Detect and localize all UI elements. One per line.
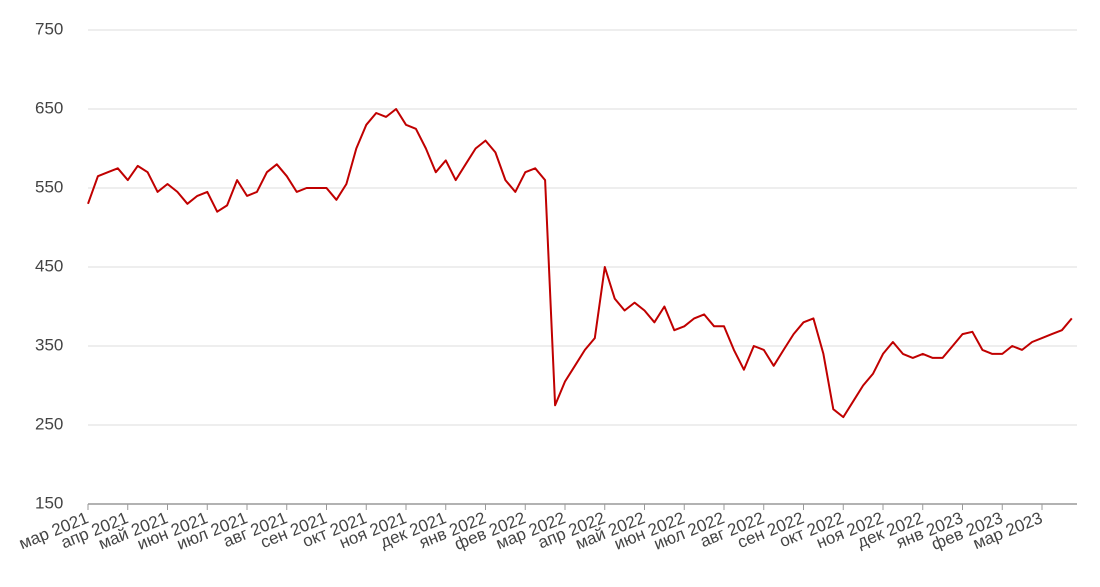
y-tick-label: 750 <box>35 19 63 38</box>
y-tick-label: 250 <box>35 414 63 433</box>
y-tick-label: 150 <box>35 493 63 512</box>
y-tick-label: 650 <box>35 98 63 117</box>
y-tick-label: 350 <box>35 335 63 354</box>
y-tick-label: 550 <box>35 177 63 196</box>
y-tick-label: 450 <box>35 256 63 275</box>
data-line <box>87 108 1073 419</box>
